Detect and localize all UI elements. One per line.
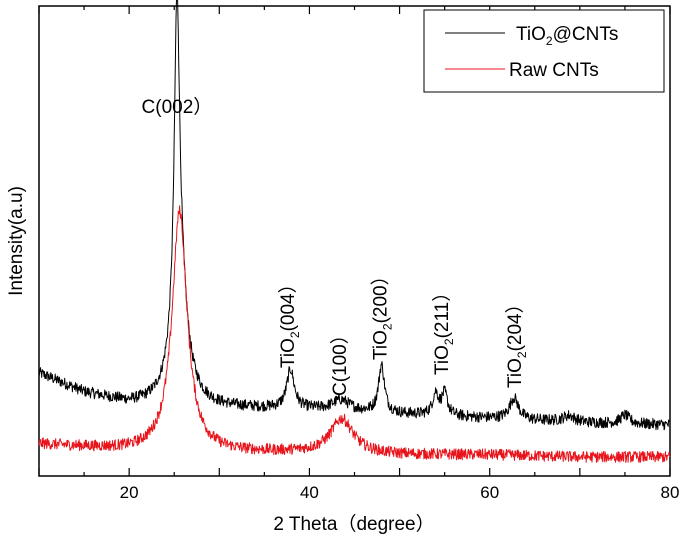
x-tick-label: 60 (480, 483, 499, 502)
series-line-tio2-cnts (38, 0, 670, 431)
legend: TiO2@CNTs Raw CNTs (423, 9, 665, 93)
legend-box (423, 9, 665, 93)
peak-label: TiO2(200） (370, 266, 395, 360)
legend-label-tio2-cnts: TiO2@CNTs (516, 24, 618, 48)
legend-label-raw-cnts: Raw CNTs (509, 60, 599, 81)
y-axis-title: Intensity(a.u) (6, 186, 27, 296)
x-tick-label: 20 (120, 483, 139, 502)
x-axis-title: 2 Theta（degree） (273, 513, 434, 535)
x-tick-label: 40 (300, 483, 319, 502)
peak-label: TiO2(211） (431, 283, 456, 375)
x-tick-labels: 20 40 60 80 (120, 483, 680, 502)
peak-label: C(002） (142, 96, 213, 118)
peak-labels: C(002） TiO2(004） C(100） TiO2(200） TiO2(211） T… (142, 96, 530, 396)
peak-label: TiO2(204） (504, 294, 529, 388)
peak-label: TiO2(004） (277, 274, 302, 368)
peak-label: C(100） (329, 325, 351, 396)
series-line-raw-cnts (38, 205, 671, 463)
x-tick-label: 80 (661, 483, 680, 502)
series-lines (38, 0, 671, 463)
